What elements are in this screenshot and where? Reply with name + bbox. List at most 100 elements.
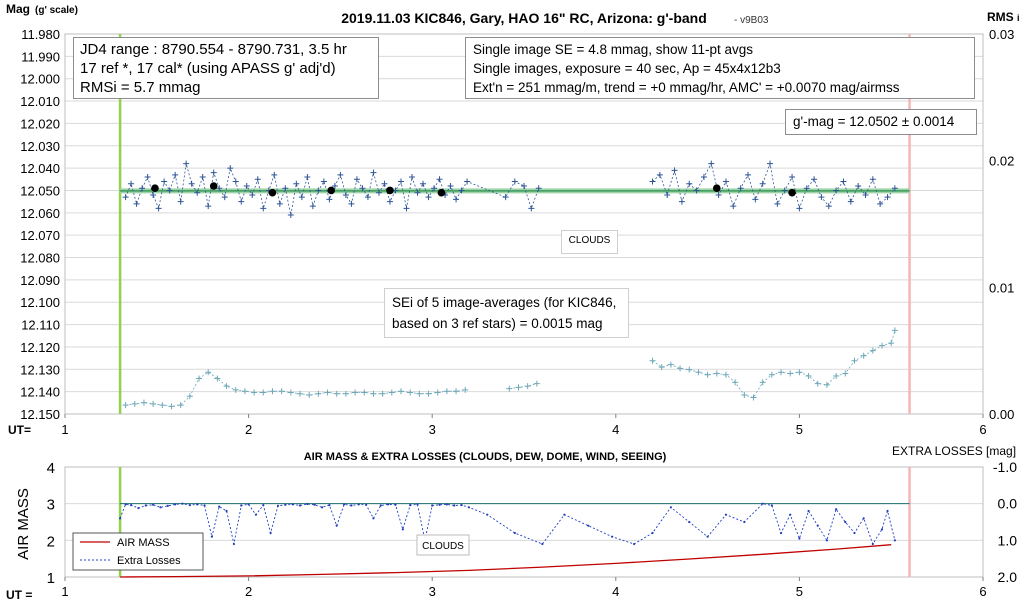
single-image-point (656, 171, 663, 178)
extra-losses-point (438, 503, 441, 506)
y2-tick-label: 0.03 (989, 27, 1014, 42)
single-image-point (891, 185, 898, 192)
extra-losses-point (218, 505, 221, 508)
y-tick-label: 11.990 (21, 49, 60, 64)
bottom-y2-tick-label: 1.0 (998, 532, 1018, 548)
info-box-left: JD4 range : 8790.554 - 8790.731, 3.5 hr … (73, 37, 379, 99)
rms-point (177, 402, 184, 409)
rms-point (241, 388, 248, 395)
y-tick-label: 12.070 (20, 228, 60, 243)
extra-losses-point (770, 504, 773, 507)
single-image-point (877, 200, 884, 207)
single-image-point (276, 200, 283, 207)
x-tick-label: 2 (245, 422, 252, 437)
extra-losses-point (269, 531, 272, 535)
extra-losses-point (291, 503, 294, 506)
extra-losses-point (254, 513, 258, 516)
average-point (268, 188, 277, 197)
extra-losses-point (835, 508, 838, 511)
single-image-point (535, 185, 542, 192)
single-image-point (381, 180, 388, 187)
rms-point (778, 369, 785, 376)
extra-losses-point (789, 513, 792, 516)
bottom-y-tick-label: 3 (47, 497, 55, 514)
y-tick-label: 12.020 (20, 116, 60, 131)
info-right-line-3: Ext'n = 251 mmag/m, trend = +0 mmag/hr, … (473, 80, 900, 95)
rms-point (879, 342, 886, 349)
single-image-point (122, 194, 129, 201)
rms-point (888, 340, 895, 347)
bottom-y-tick-label: 2 (47, 533, 55, 550)
extra-losses-point (467, 506, 471, 509)
y2-tick-label: 0.01 (989, 280, 1014, 295)
single-image-point (458, 187, 465, 194)
single-image-point (825, 203, 832, 210)
single-image-point (752, 196, 759, 203)
rms-point (361, 389, 368, 396)
rms-point (677, 365, 684, 372)
extra-losses-point (816, 524, 819, 527)
bottom-legend: AIR MASS Extra Losses (72, 532, 204, 571)
extra-losses-point (486, 513, 489, 516)
single-image-point (862, 191, 869, 198)
extra-losses-point (306, 502, 309, 506)
rms-point (278, 388, 285, 395)
extra-losses-point (387, 503, 390, 506)
rms-point (732, 379, 739, 386)
extra-losses-point (445, 503, 448, 506)
rms-point (667, 361, 674, 368)
single-image-point (511, 178, 518, 185)
single-image-point (722, 178, 729, 185)
single-image-point (133, 200, 140, 207)
extra-losses-point (886, 509, 889, 513)
extra-losses-point (416, 503, 419, 506)
extra-losses-point (431, 504, 434, 507)
x-tick-label: 6 (979, 422, 986, 437)
extra-losses-point (210, 535, 213, 538)
x-tick-label: 1 (61, 422, 68, 437)
rms-point (833, 373, 840, 379)
rms-point (814, 380, 821, 387)
single-image-point (744, 171, 751, 178)
y-tick-label: 12.080 (20, 251, 60, 266)
single-image-point (155, 205, 162, 212)
single-image-point (436, 176, 443, 183)
rms-point (805, 373, 812, 379)
single-image-trace (652, 162, 896, 210)
extra-losses-point (401, 528, 404, 531)
extra-losses-point (276, 504, 280, 507)
rms-point (251, 389, 258, 396)
rms-point (168, 403, 175, 410)
single-image-point (664, 191, 671, 198)
extra-losses-point (144, 504, 147, 507)
average-point (151, 184, 159, 193)
single-image-point (348, 200, 355, 207)
rms-point (722, 371, 729, 378)
extra-losses-point (587, 524, 590, 527)
average-point (327, 186, 336, 195)
single-image-point (431, 185, 438, 192)
rms-point (524, 383, 531, 390)
main-chart-title: 2019.11.03 KIC846, Gary, HAO 16" RC, Ari… (341, 10, 707, 26)
single-image-point (502, 194, 509, 201)
extra-losses-point (669, 506, 672, 509)
rms-point (891, 327, 898, 334)
single-image-point (649, 178, 656, 185)
bottom-y2-tick-label: -1.0 (993, 459, 1017, 475)
bottom-x-tick-label: 2 (245, 584, 252, 599)
bottom-y-tick-label: 4 (47, 460, 55, 477)
extra-losses-point (284, 503, 287, 506)
bottom-chart-title: AIR MASS & EXTRA LOSSES (CLOUDS, DEW, DO… (304, 451, 667, 463)
extra-losses-point (203, 504, 206, 507)
y2-axis-sublabel: i (1017, 13, 1020, 23)
extra-losses-point (844, 520, 847, 524)
info-left-line-1: JD4 range : 8790.554 - 8790.731, 3.5 hr (80, 41, 347, 58)
y-tick-label: 12.030 (20, 139, 60, 154)
rms-trace (509, 383, 538, 390)
extra-losses-point (152, 503, 155, 506)
rms-point (515, 384, 522, 391)
single-image-point (737, 185, 744, 192)
single-image-point (183, 160, 190, 167)
y-tick-label: 12.040 (20, 161, 60, 176)
single-image-point (194, 189, 201, 196)
